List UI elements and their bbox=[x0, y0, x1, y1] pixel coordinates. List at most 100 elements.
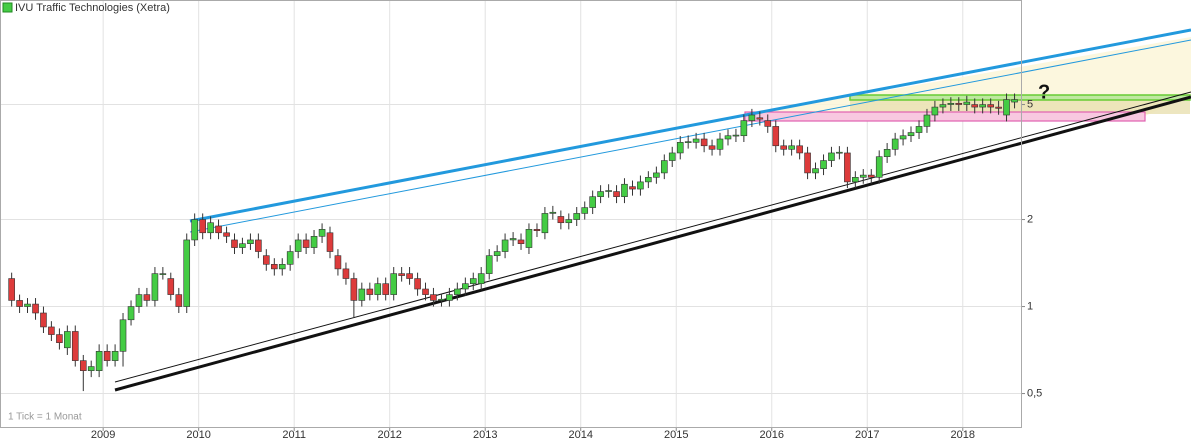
x-tick-label: 2015 bbox=[664, 429, 688, 441]
candle-body bbox=[390, 273, 398, 295]
candle-body bbox=[549, 211, 557, 214]
plot-frame bbox=[0, 0, 1022, 428]
candle-body bbox=[533, 229, 541, 232]
candle-body bbox=[740, 120, 748, 137]
candle-body bbox=[271, 264, 278, 270]
candle-body bbox=[56, 334, 63, 343]
candle-body bbox=[748, 114, 756, 121]
candle-body bbox=[167, 278, 175, 295]
candle-body bbox=[64, 331, 71, 349]
candle-body bbox=[852, 177, 859, 183]
candle-body bbox=[963, 101, 971, 105]
upper-trendline bbox=[189, 28, 1191, 223]
candle-body bbox=[931, 106, 939, 116]
candle-body bbox=[462, 283, 469, 290]
x-tick-label: 2017 bbox=[855, 429, 879, 441]
candle-body bbox=[135, 294, 143, 307]
candle-body bbox=[653, 172, 660, 178]
candle-body bbox=[199, 219, 206, 234]
candle-body bbox=[8, 278, 15, 301]
x-tick-label: 2016 bbox=[760, 429, 784, 441]
candle-body bbox=[191, 219, 198, 241]
y-tick-label: 1 bbox=[1027, 300, 1033, 312]
candle-body bbox=[454, 288, 461, 295]
candle-body bbox=[613, 191, 620, 197]
candle-body bbox=[708, 145, 716, 150]
candle-body bbox=[947, 102, 955, 105]
candle-body bbox=[629, 186, 636, 190]
candle-body bbox=[804, 152, 811, 174]
candle-body bbox=[247, 239, 254, 244]
candle-body bbox=[103, 351, 111, 361]
candle-body bbox=[525, 229, 533, 248]
candle-body bbox=[310, 236, 318, 248]
candle-body bbox=[207, 222, 214, 234]
lower-trendline bbox=[114, 95, 1191, 392]
candle-body bbox=[16, 300, 23, 307]
candle-body bbox=[645, 177, 652, 183]
candle-body bbox=[995, 106, 1002, 109]
y-tick-label: 2 bbox=[1027, 213, 1033, 225]
candle-body bbox=[836, 151, 843, 154]
candle-body bbox=[294, 239, 302, 252]
candle-body bbox=[764, 120, 772, 127]
candle-body bbox=[955, 102, 963, 105]
candle-body bbox=[318, 229, 326, 237]
x-tick-label: 2010 bbox=[186, 429, 210, 441]
candle-body bbox=[485, 255, 493, 274]
candle-body bbox=[374, 283, 382, 295]
candle-body bbox=[541, 213, 549, 234]
candle-body bbox=[358, 288, 366, 301]
candle-body bbox=[732, 134, 740, 137]
x-tick-label: 2014 bbox=[568, 429, 592, 441]
candle-body bbox=[971, 104, 979, 108]
candle-body bbox=[844, 152, 851, 183]
note: 1 Tick = 1 Monat bbox=[8, 412, 82, 423]
candle-body bbox=[215, 225, 222, 234]
candles bbox=[8, 93, 1018, 392]
candle-body bbox=[350, 278, 358, 301]
candle-body bbox=[581, 207, 589, 214]
candle-body bbox=[692, 138, 700, 143]
x-tick-label: 2009 bbox=[91, 429, 115, 441]
candle-body bbox=[278, 264, 286, 270]
candle-body bbox=[286, 251, 294, 265]
candle-body bbox=[119, 319, 127, 352]
support-zone bbox=[744, 111, 1146, 122]
grid bbox=[0, 0, 1022, 428]
candle-body bbox=[255, 239, 262, 252]
candle-body bbox=[183, 239, 191, 307]
candle-body bbox=[151, 273, 159, 301]
candle-body bbox=[812, 168, 819, 174]
candle-body bbox=[597, 191, 604, 197]
candle-body bbox=[796, 145, 803, 154]
candle-body bbox=[143, 294, 151, 301]
candle-body bbox=[573, 213, 581, 220]
candle-body bbox=[637, 181, 644, 190]
candle-body bbox=[493, 251, 501, 256]
lower-trendline-thin bbox=[114, 91, 1191, 383]
candle-body bbox=[223, 232, 230, 237]
candle-body bbox=[780, 145, 787, 150]
candle-body bbox=[159, 273, 167, 275]
x-tick-label: 2013 bbox=[473, 429, 497, 441]
candle-body bbox=[302, 239, 310, 248]
candle-body bbox=[382, 283, 389, 295]
candle-body bbox=[772, 126, 780, 147]
candle-body bbox=[565, 219, 573, 224]
candle-body bbox=[501, 239, 509, 252]
candle-body bbox=[915, 126, 923, 133]
candle-body bbox=[127, 306, 135, 321]
x-tick-label: 2011 bbox=[282, 429, 306, 441]
candle-body bbox=[262, 255, 270, 265]
candle-body bbox=[883, 149, 891, 157]
candle-body bbox=[875, 156, 883, 178]
candle-body bbox=[406, 273, 413, 279]
candle-body bbox=[987, 104, 994, 108]
candle-body bbox=[175, 294, 183, 307]
candle-body bbox=[684, 141, 692, 143]
x-tick-label: 2012 bbox=[377, 429, 401, 441]
candle-body bbox=[24, 303, 31, 307]
candle-body bbox=[326, 232, 334, 252]
candle-body bbox=[589, 196, 596, 208]
